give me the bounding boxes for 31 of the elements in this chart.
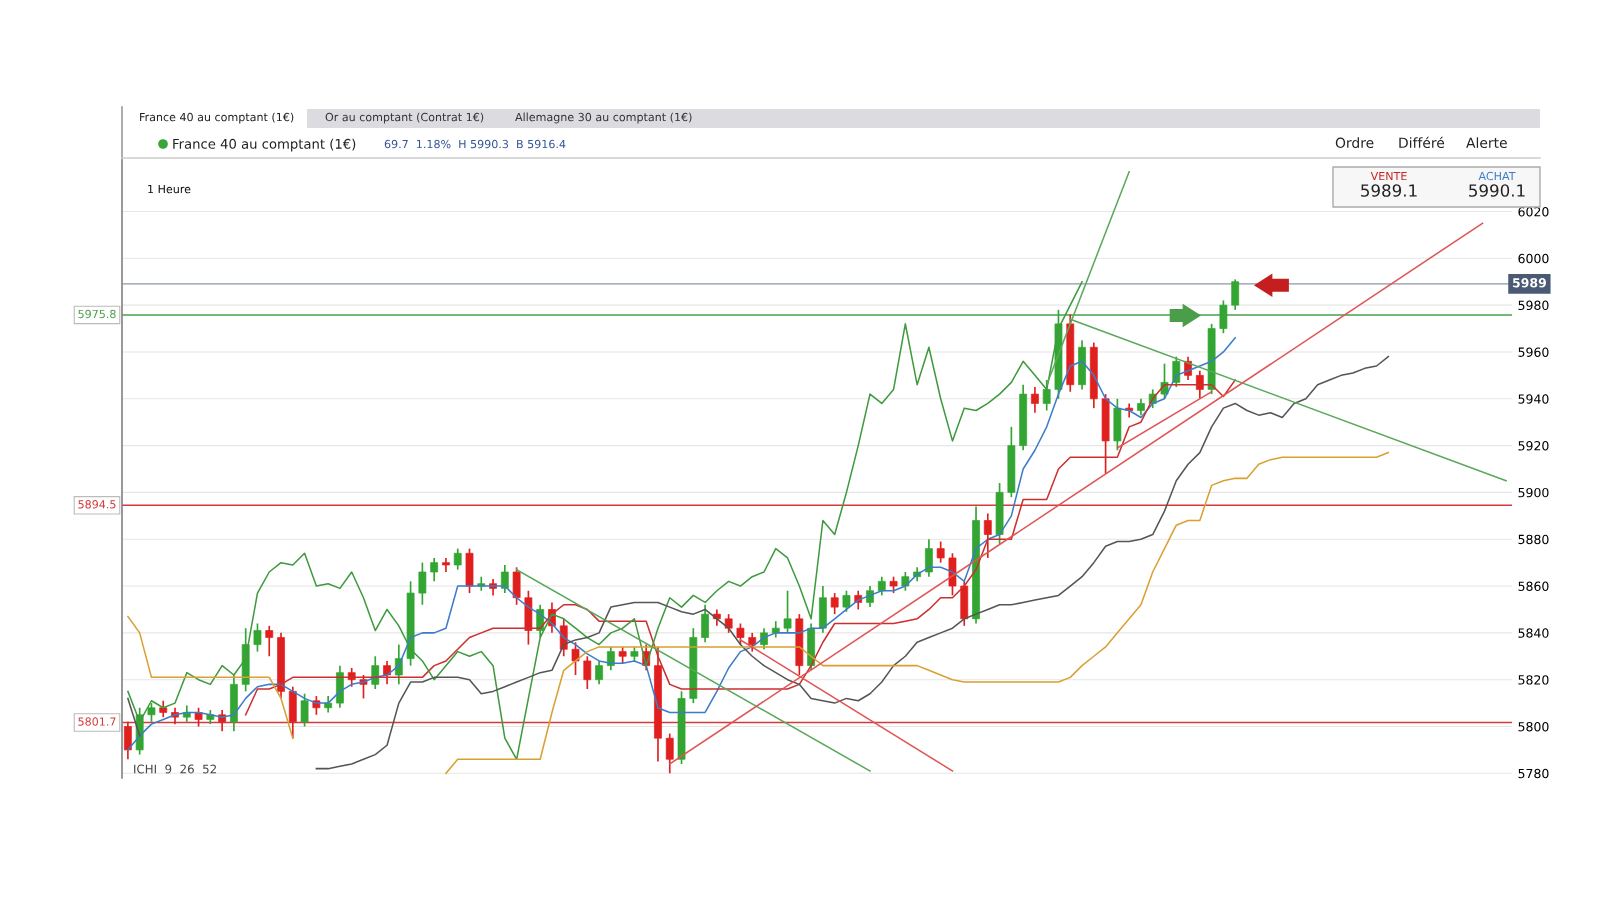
annotation: 5989.1 [1361,184,1417,197]
text: France 40 au comptant (1€) [140,112,294,124]
text: Or au comptant (Contrat 1€) [325,112,484,124]
y-tick-label: 5860 [1518,581,1549,591]
ref-line-label: 5989 [1512,278,1546,288]
ref-line-label: 5894.5 [78,500,116,509]
y-tick-label: 5780 [1518,768,1549,779]
y-tick-label: 5800 [1518,721,1549,732]
annotation: VENTE [1370,171,1407,181]
text: Différé [1399,136,1445,149]
chart-title: France 40 au comptant (1€) [173,138,356,152]
y-tick-label: 5840 [1518,628,1549,638]
annotation: 5990.1 [1469,184,1525,197]
y-tick-label: 5820 [1518,675,1549,685]
text: Alerte [1466,137,1507,149]
y-tick-label: 5980 [1518,300,1549,311]
y-tick-label: 5920 [1518,441,1549,451]
annotation: ACHAT [1478,171,1516,181]
y-tick-label: 6020 [1518,206,1549,217]
ref-line-label: 5975.8 [78,309,116,319]
chart-subtitle: 69.7 1.18% H 5990.3 B 5916.4 [384,139,566,149]
text: Ordre [1335,137,1374,149]
y-tick-label: 5880 [1518,534,1549,545]
annotation: 1 Heure [148,184,191,194]
y-tick-label: 5940 [1518,394,1549,404]
text: Allemagne 30 au comptant (1€) [515,112,692,124]
ref-line-label: 5801.7 [78,717,116,726]
y-tick-label: 5900 [1518,487,1549,498]
y-tick-label: 6000 [1518,253,1549,264]
annotation: ICHI 9 26 52 [134,764,216,774]
y-tick-label: 5960 [1518,347,1549,357]
